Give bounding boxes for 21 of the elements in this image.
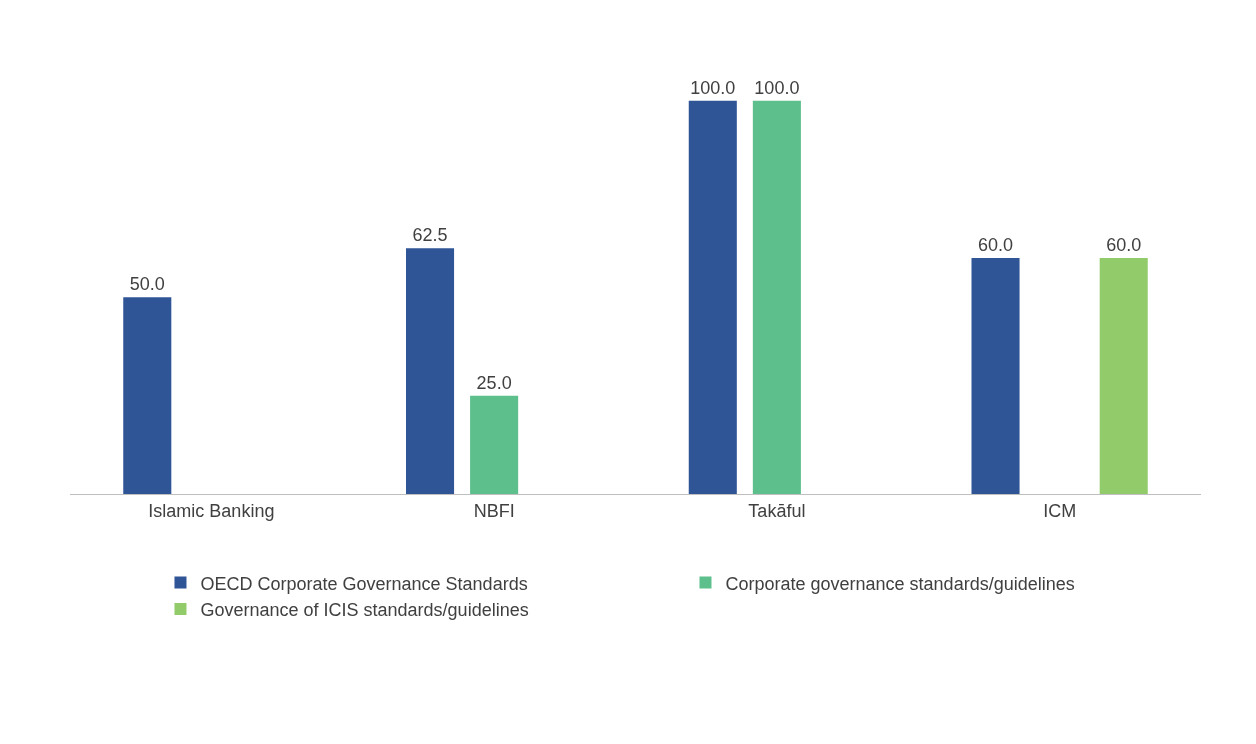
x-tick-label: ICM bbox=[1043, 500, 1077, 521]
bar bbox=[688, 100, 737, 494]
x-tick-label: NBFI bbox=[473, 500, 515, 521]
data-label: 100.0 bbox=[690, 77, 736, 98]
data-label: 50.0 bbox=[129, 274, 165, 295]
data-label: 60.0 bbox=[978, 235, 1014, 256]
legend-label: Corporate governance standards/guidelines bbox=[725, 573, 1075, 594]
x-tick-label: Islamic Banking bbox=[148, 500, 275, 521]
legend-label: OECD Corporate Governance Standards bbox=[200, 573, 528, 594]
x-tick-label: Takāful bbox=[748, 500, 806, 521]
data-label: 62.5 bbox=[412, 225, 448, 246]
bar bbox=[971, 258, 1020, 494]
bar bbox=[752, 100, 801, 494]
data-label: 100.0 bbox=[754, 77, 800, 98]
bar bbox=[470, 395, 519, 494]
data-label: 60.0 bbox=[1106, 235, 1142, 256]
bar bbox=[1099, 258, 1148, 494]
data-label: 25.0 bbox=[476, 372, 512, 393]
bar bbox=[123, 297, 172, 494]
legend-label: Governance of ICIS standards/guidelines bbox=[200, 600, 529, 620]
bar bbox=[406, 248, 455, 494]
